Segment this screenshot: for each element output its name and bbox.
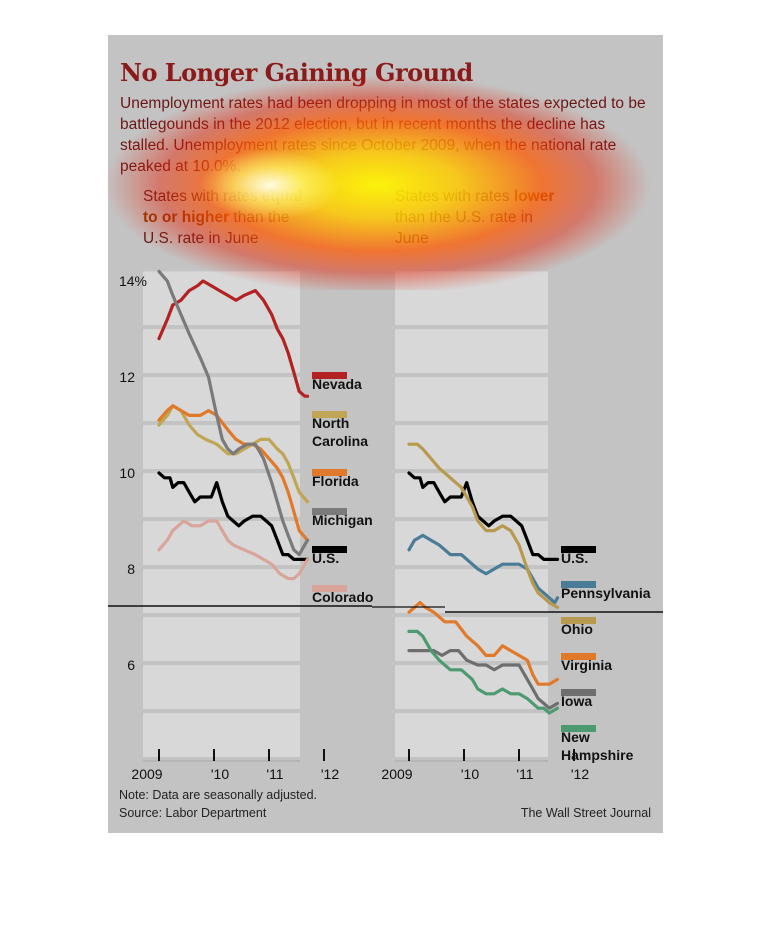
legend-label-u-s-: U.S.	[312, 550, 339, 566]
legend-label-north-carolina: Carolina	[312, 433, 368, 449]
legend-swatch-new-hampshire	[561, 725, 596, 732]
right-grid-band	[395, 329, 548, 373]
legend-label-new-hampshire: New	[561, 729, 590, 745]
legend-swatch-north-carolina	[312, 411, 347, 418]
right-series-ohio	[407, 442, 560, 609]
legend-swatch-u-s-	[561, 546, 596, 553]
right-grid-band	[395, 271, 548, 325]
legend-label-michigan: Michigan	[312, 512, 373, 528]
legend-swatch-ohio	[561, 617, 596, 624]
legend-label-iowa: Iowa	[561, 693, 592, 709]
legend-label-ohio: Ohio	[561, 621, 593, 637]
legend-swatch-u-s-	[312, 546, 347, 553]
right-grid-band	[395, 377, 548, 421]
right-series-virginia	[407, 601, 560, 686]
right-series-pennsylvania	[407, 533, 560, 605]
legend-swatch-colorado	[312, 585, 347, 592]
credit-text: The Wall Street Journal	[520, 806, 651, 820]
left-x-tick-label: '12	[321, 766, 339, 782]
left-series-michigan	[157, 269, 310, 557]
y-tick-label: 10	[119, 465, 135, 481]
y-tick-label: 8	[127, 561, 135, 577]
left-series-florida	[157, 404, 310, 542]
right-x-tick-label: '10	[461, 766, 479, 782]
left-grid-band	[143, 617, 300, 661]
left-series-nevada	[157, 279, 310, 398]
left-grid-band	[143, 665, 300, 709]
left-series-colorado	[157, 519, 310, 581]
left-x-tick-label: '11	[266, 766, 283, 782]
y-tick-label: 6	[127, 657, 135, 673]
legend-label-pennsylvania: Pennsylvania	[561, 585, 651, 601]
right-grid-band	[395, 713, 548, 757]
right-x-tick-label: '12	[571, 766, 589, 782]
legend-swatch-iowa	[561, 689, 596, 696]
right-series-new-hampshire	[407, 629, 560, 715]
legend-label-north-carolina: North	[312, 415, 349, 431]
right-series-u-s-	[407, 471, 560, 561]
left-x-tick-label: 2009	[131, 766, 162, 782]
legend-label-u-s-: U.S.	[561, 550, 588, 566]
legend-swatch-florida	[312, 469, 347, 476]
legend-label-nevada: Nevada	[312, 376, 362, 392]
left-grid-band	[143, 713, 300, 757]
legend-swatch-pennsylvania	[561, 581, 596, 588]
legend-swatch-virginia	[561, 653, 596, 660]
y-tick-label: 12	[119, 369, 135, 385]
source-text: Source: Labor Department	[119, 806, 267, 820]
right-grid-band	[395, 569, 548, 613]
left-series-u-s-	[157, 471, 310, 561]
legend-label-colorado: Colorado	[312, 589, 373, 605]
legend-label-new-hampshire: Hampshire	[561, 747, 634, 763]
right-x-tick-label: 2009	[381, 766, 412, 782]
left-x-tick-label: '10	[211, 766, 229, 782]
right-grid-band	[395, 665, 548, 709]
right-x-tick-label: '11	[516, 766, 533, 782]
legend-label-virginia: Virginia	[561, 657, 612, 673]
left-grid-band	[143, 329, 300, 373]
note-text: Note: Data are seasonally adjusted.	[119, 788, 318, 802]
right-grid-band	[395, 425, 548, 469]
right-series-iowa	[407, 649, 560, 710]
legend-swatch-nevada	[312, 372, 347, 379]
y-tick-label: 14%	[119, 273, 147, 289]
legend-swatch-michigan	[312, 508, 347, 515]
legend-label-florida: Florida	[312, 473, 359, 489]
